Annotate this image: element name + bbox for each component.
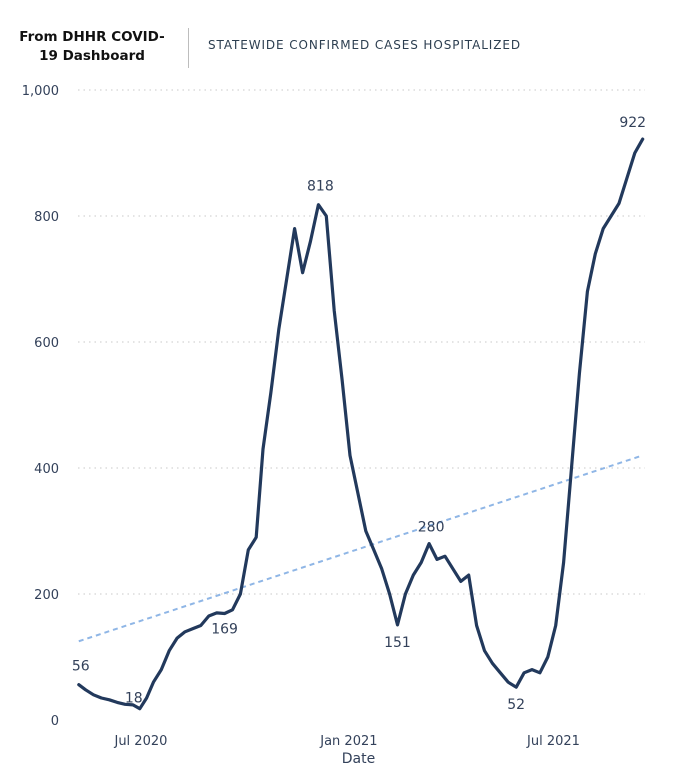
chart-title: STATEWIDE CONFIRMED CASES HOSPITALIZED: [208, 38, 521, 52]
header-divider: [188, 28, 189, 68]
data-label: 922: [619, 115, 646, 131]
series-line: [77, 137, 645, 711]
x-axis-title: Date: [342, 751, 375, 764]
data-label: 280: [418, 520, 445, 536]
x-tick-label: Jan 2021: [319, 734, 377, 749]
source-title: From DHHR COVID-19 Dashboard: [19, 29, 165, 64]
data-label: 18: [125, 691, 143, 707]
y-tick-label: 200: [34, 588, 59, 603]
x-tick-label: Jul 2020: [113, 734, 167, 749]
data-label: 818: [307, 179, 334, 195]
data-label: 52: [507, 697, 525, 713]
y-tick-label: 400: [34, 462, 59, 477]
data-label: 56: [72, 659, 90, 675]
y-tick-label: 600: [34, 336, 59, 351]
data-label: 169: [211, 622, 238, 638]
y-tick-label: 0: [51, 714, 59, 729]
y-tick-label: 800: [34, 210, 59, 225]
data-label: 151: [384, 635, 411, 651]
x-tick-label: Jul 2021: [526, 734, 580, 749]
chart-header: From DHHR COVID-19 Dashboard STATEWIDE C…: [0, 0, 680, 80]
y-tick-label: 1,000: [22, 84, 59, 99]
